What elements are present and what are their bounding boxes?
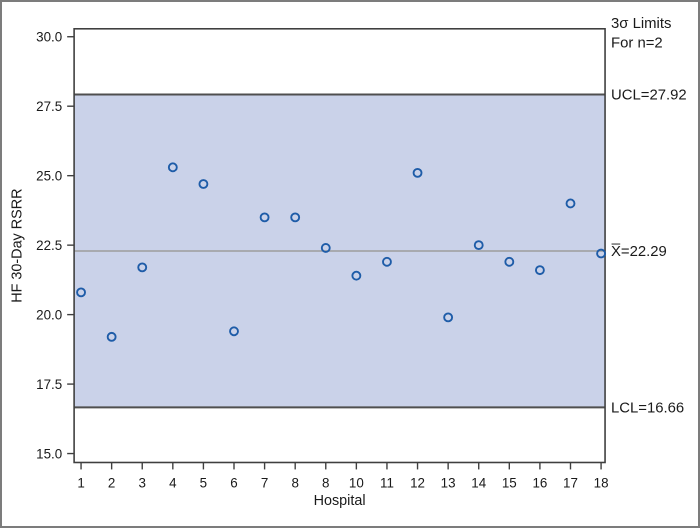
- data-point-marker: [382, 256, 392, 267]
- x-tick-label: 13: [441, 475, 456, 490]
- data-point-marker: [290, 212, 301, 223]
- reference-lines-layer: [74, 93, 606, 409]
- data-point-marker: [259, 212, 270, 223]
- data-point-marker: [412, 167, 423, 178]
- y-tick-label: 20.0: [36, 307, 62, 322]
- data-point-marker: [351, 270, 362, 281]
- x-tick-label: 1: [77, 475, 84, 490]
- x-tick-label: 8: [291, 475, 298, 490]
- data-point-marker: [534, 265, 545, 276]
- x-tick-label: 3: [139, 475, 146, 490]
- x-axis-title: Hospital: [314, 493, 366, 509]
- data-point-marker: [565, 198, 576, 209]
- sigma-limits-label-line1: 3σ Limits: [611, 16, 671, 32]
- x-tick-label: 7: [261, 475, 268, 490]
- data-point-marker: [167, 162, 178, 173]
- x-tick-label: 10: [349, 475, 364, 490]
- x-tick-label: 8: [322, 475, 329, 490]
- center-line-label: X̅=22.29: [611, 244, 667, 260]
- x-tick-label: 2: [108, 475, 115, 490]
- data-point-marker: [137, 262, 148, 273]
- y-tick-label: 22.5: [36, 238, 62, 253]
- y-tick-label: 17.5: [36, 377, 62, 392]
- data-point-marker: [596, 248, 606, 259]
- x-tick-label: 16: [532, 475, 547, 490]
- x-tick-label: 14: [471, 475, 486, 490]
- x-tick-label: 17: [563, 475, 578, 490]
- x-tick-label: 4: [169, 475, 177, 490]
- x-tick-label: 11: [380, 475, 394, 490]
- x-tick-label: 12: [410, 475, 425, 490]
- x-tick-label: 6: [230, 475, 237, 490]
- data-point-marker: [473, 240, 484, 251]
- data-point-marker: [443, 312, 454, 323]
- data-point-marker: [320, 243, 331, 253]
- lcl-label: LCL=16.66: [611, 400, 684, 416]
- x-axis: 1 2 3 4 5 6 7 8 8 10 11 12 13 14 15 16 17 18: [77, 462, 609, 490]
- data-point-marker: [76, 287, 86, 298]
- y-axis: 15.0 17.5 20.0 22.5 25.0 27.5 30.0: [36, 29, 75, 461]
- x-tick-label: 15: [502, 475, 517, 490]
- y-tick-label: 15.0: [36, 446, 62, 461]
- sigma-limits-label-line2: For n=2: [611, 36, 663, 52]
- ucl-label: UCL=27.92: [611, 87, 687, 103]
- y-tick-label: 30.0: [36, 29, 62, 44]
- y-axis-title: HF 30-Day RSRR: [10, 189, 26, 303]
- data-point-marker: [106, 331, 117, 342]
- y-tick-label: 25.0: [36, 168, 62, 183]
- y-tick-label: 27.5: [36, 99, 62, 114]
- data-point-marker: [229, 326, 239, 337]
- x-tick-label: 18: [594, 475, 609, 490]
- data-point-marker: [504, 256, 515, 267]
- x-tick-label: 5: [200, 475, 207, 490]
- data-points-layer: [76, 162, 606, 342]
- data-point-marker: [198, 179, 209, 189]
